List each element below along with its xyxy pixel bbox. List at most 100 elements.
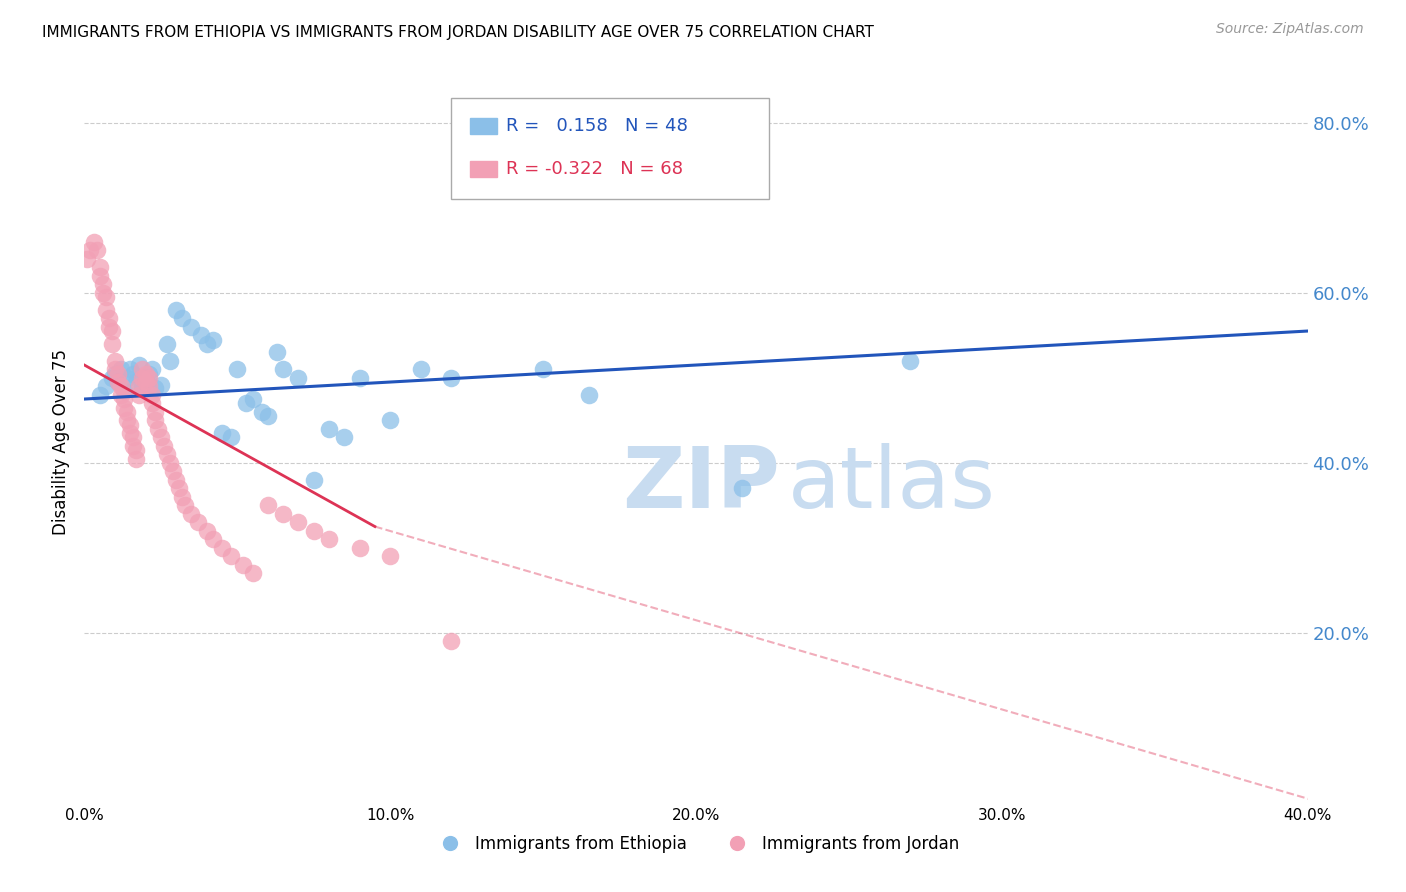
FancyBboxPatch shape — [451, 98, 769, 200]
Point — [128, 379, 150, 393]
Point — [115, 371, 138, 385]
Point — [120, 362, 142, 376]
Point — [125, 451, 148, 466]
Point — [131, 362, 153, 376]
Point — [89, 260, 111, 275]
Point — [94, 379, 117, 393]
Point — [195, 524, 218, 538]
Point — [318, 533, 340, 547]
Point — [135, 371, 157, 385]
Point — [242, 566, 264, 581]
Point — [156, 336, 179, 351]
Point — [287, 371, 309, 385]
Point — [153, 439, 176, 453]
Point — [226, 362, 249, 376]
Point — [257, 409, 280, 423]
Point — [143, 413, 166, 427]
Point — [110, 388, 132, 402]
Point — [146, 422, 169, 436]
Point — [165, 473, 187, 487]
Point — [89, 388, 111, 402]
Point — [141, 388, 163, 402]
Point — [128, 358, 150, 372]
Point — [201, 533, 224, 547]
Point — [107, 375, 129, 389]
Point — [125, 443, 148, 458]
Point — [120, 417, 142, 432]
Point — [211, 425, 233, 440]
Point — [138, 367, 160, 381]
Point — [186, 516, 208, 530]
Point — [318, 422, 340, 436]
Point — [159, 456, 181, 470]
Point — [128, 388, 150, 402]
Point — [349, 541, 371, 555]
Point — [201, 333, 224, 347]
Point — [302, 473, 325, 487]
Point — [97, 319, 120, 334]
Point — [167, 481, 190, 495]
Point — [190, 328, 212, 343]
Point — [101, 336, 124, 351]
Point — [271, 507, 294, 521]
Point — [156, 447, 179, 461]
Point — [104, 362, 127, 376]
Point — [531, 362, 554, 376]
Point — [89, 268, 111, 283]
Point — [122, 439, 145, 453]
Point — [76, 252, 98, 266]
Point — [180, 319, 202, 334]
Point — [211, 541, 233, 555]
Point — [172, 311, 194, 326]
Point — [232, 558, 254, 572]
Point — [91, 285, 114, 300]
Point — [219, 549, 242, 564]
Point — [131, 379, 153, 393]
Point — [79, 244, 101, 258]
Point — [115, 413, 138, 427]
Point — [135, 367, 157, 381]
Point — [112, 384, 135, 398]
Text: Source: ZipAtlas.com: Source: ZipAtlas.com — [1216, 22, 1364, 37]
Point — [107, 367, 129, 381]
Point — [266, 345, 288, 359]
Point — [333, 430, 356, 444]
Legend: Immigrants from Ethiopia, Immigrants from Jordan: Immigrants from Ethiopia, Immigrants fro… — [426, 828, 966, 860]
Point — [380, 413, 402, 427]
Point — [112, 401, 135, 415]
Point — [440, 371, 463, 385]
Point — [91, 277, 114, 292]
Point — [172, 490, 194, 504]
Point — [149, 430, 172, 444]
Text: R = -0.322   N = 68: R = -0.322 N = 68 — [506, 161, 683, 178]
Point — [380, 549, 402, 564]
Text: IMMIGRANTS FROM ETHIOPIA VS IMMIGRANTS FROM JORDAN DISABILITY AGE OVER 75 CORREL: IMMIGRANTS FROM ETHIOPIA VS IMMIGRANTS F… — [42, 25, 875, 40]
Point — [115, 405, 138, 419]
Point — [120, 425, 142, 440]
Point — [101, 324, 124, 338]
Point — [440, 634, 463, 648]
Y-axis label: Disability Age Over 75: Disability Age Over 75 — [52, 349, 70, 534]
Point — [104, 353, 127, 368]
Point — [149, 377, 172, 392]
Point — [122, 430, 145, 444]
Point — [107, 375, 129, 389]
Point — [165, 302, 187, 317]
Point — [271, 362, 294, 376]
Point — [143, 381, 166, 395]
Point — [409, 362, 432, 376]
Point — [898, 353, 921, 368]
Point — [141, 362, 163, 376]
Point — [122, 367, 145, 381]
Point — [235, 396, 257, 410]
Text: ZIP: ZIP — [623, 443, 780, 526]
Point — [159, 353, 181, 368]
Point — [86, 244, 108, 258]
Point — [141, 396, 163, 410]
Point — [143, 405, 166, 419]
Point — [731, 481, 754, 495]
Point — [104, 367, 127, 381]
Point — [257, 498, 280, 512]
Text: atlas: atlas — [787, 443, 995, 526]
Point — [125, 375, 148, 389]
